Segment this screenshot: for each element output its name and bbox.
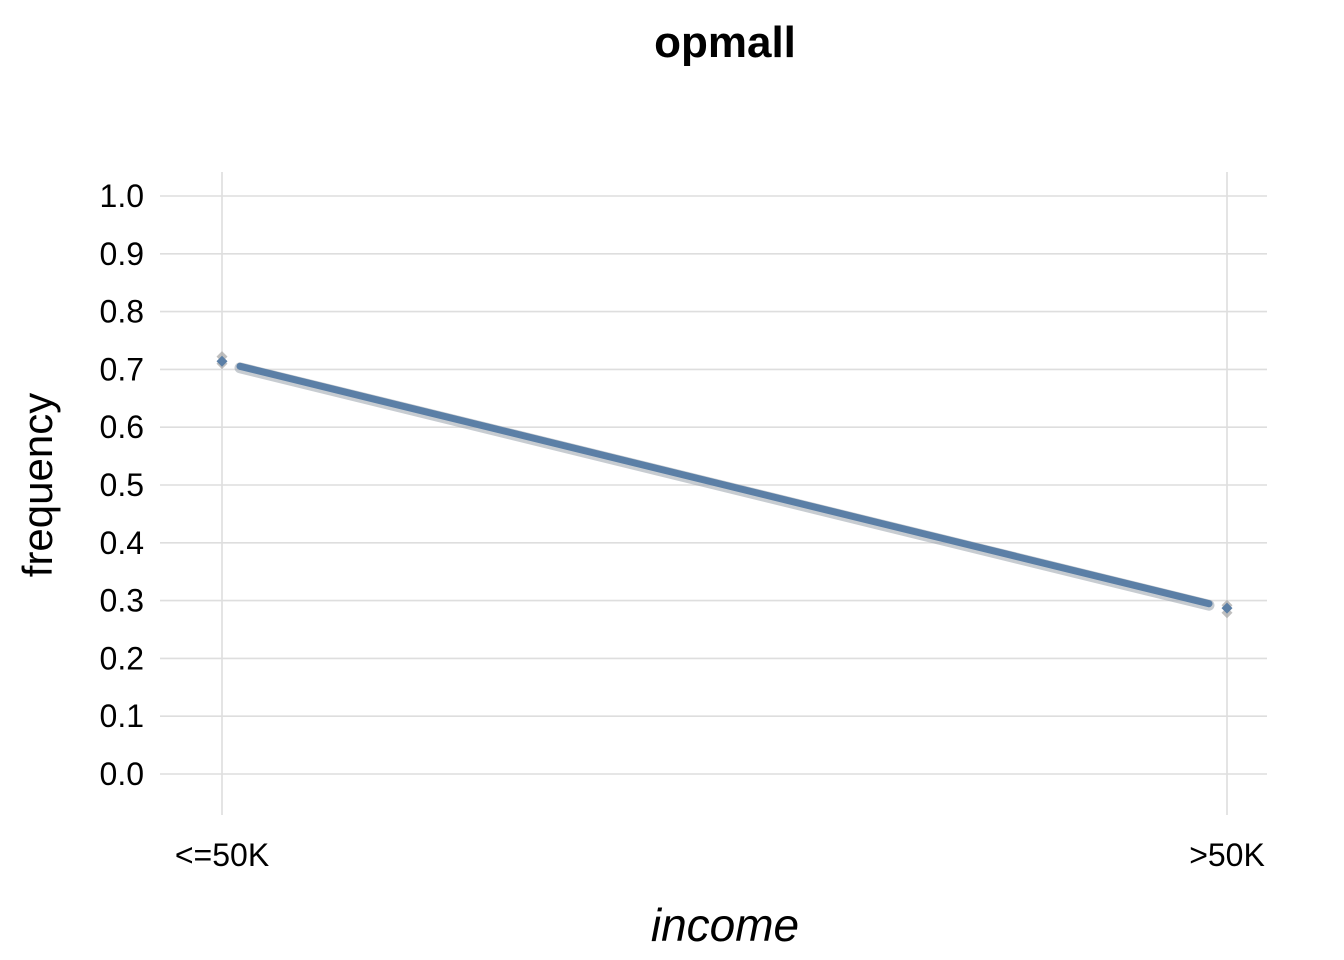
y-tick-label: 0.7 bbox=[100, 351, 144, 387]
x-axis-tick-labels: <=50K >50K bbox=[175, 837, 1265, 873]
y-tick-label: 0.1 bbox=[100, 698, 144, 734]
y-tick-label: 0.3 bbox=[100, 583, 144, 619]
y-axis-tick-labels: 0.0 0.1 0.2 0.3 0.4 0.5 0.6 0.7 0.8 0.9 1.0 bbox=[100, 178, 144, 792]
x-tick-label: >50K bbox=[1189, 837, 1265, 873]
series-layer bbox=[216, 351, 1233, 619]
y-tick-label: 1.0 bbox=[100, 178, 144, 214]
x-axis-title: income bbox=[651, 899, 799, 951]
y-tick-label: 0.5 bbox=[100, 467, 144, 503]
gridlines bbox=[160, 172, 1267, 815]
y-tick-label: 0.0 bbox=[100, 756, 144, 792]
y-tick-label: 0.6 bbox=[100, 409, 144, 445]
y-axis-title: frequency bbox=[14, 393, 61, 577]
y-tick-label: 0.8 bbox=[100, 294, 144, 330]
data-point bbox=[216, 355, 228, 367]
series-line bbox=[236, 362, 1213, 608]
y-tick-label: 0.4 bbox=[100, 525, 144, 561]
data-point bbox=[1221, 602, 1233, 614]
y-tick-label: 0.2 bbox=[100, 640, 144, 676]
chart-title: opmall bbox=[654, 18, 796, 67]
y-tick-label: 0.9 bbox=[100, 236, 144, 272]
x-tick-label: <=50K bbox=[175, 837, 269, 873]
